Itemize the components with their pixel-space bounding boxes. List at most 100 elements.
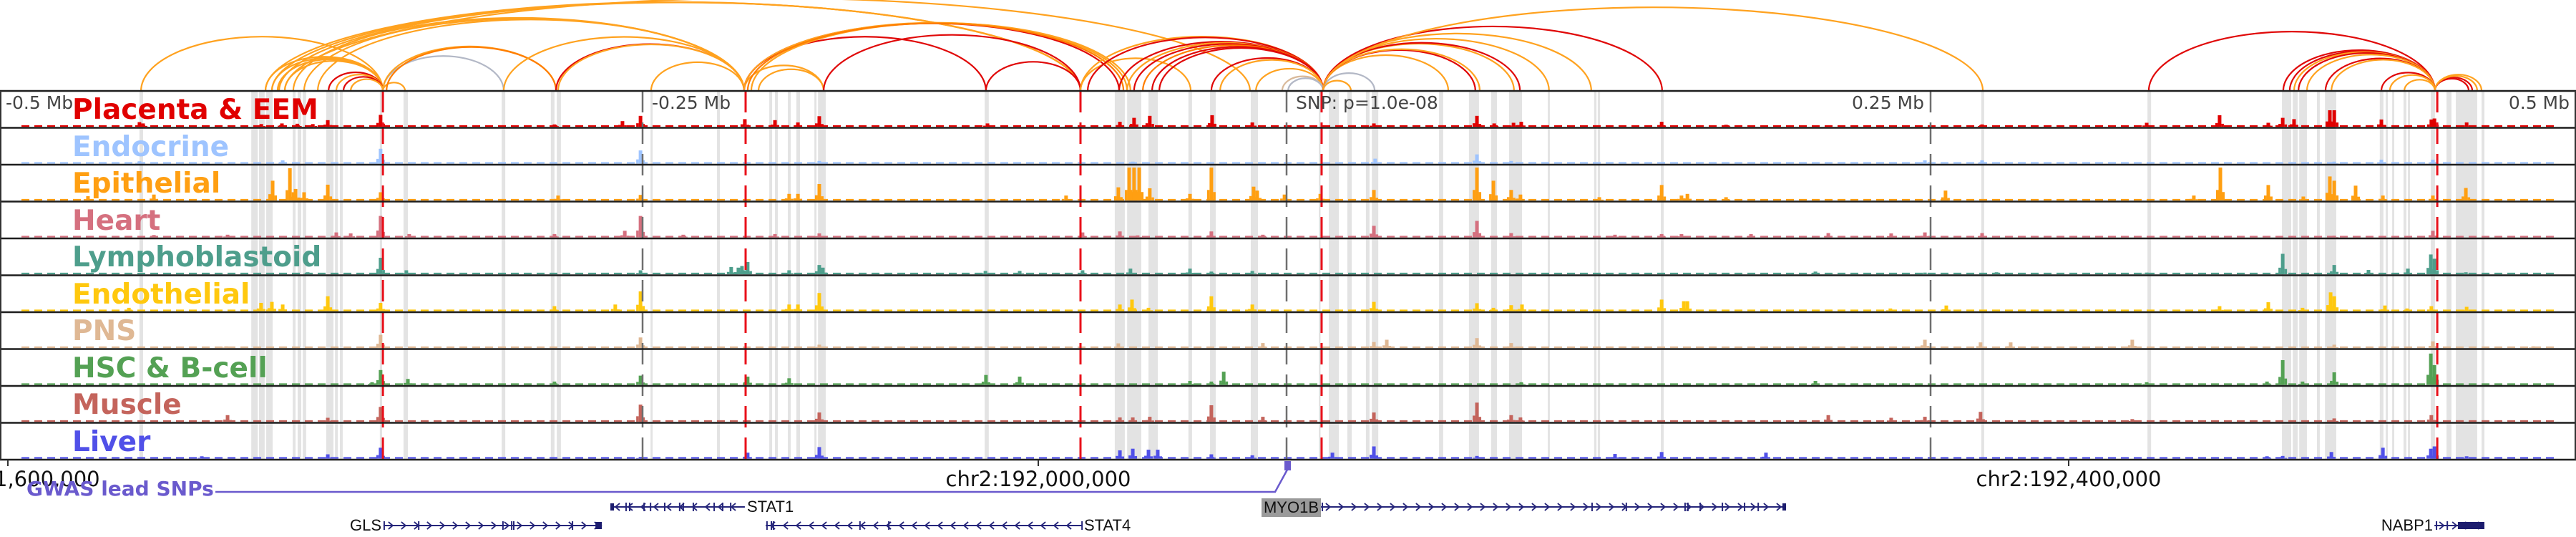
gene-label-nabp1[interactable]: NABP1 [2381, 516, 2433, 534]
signal-bar [2145, 272, 2149, 274]
signal-bar [1372, 190, 1376, 200]
gene-gls[interactable] [383, 521, 602, 530]
signal-bar [1889, 417, 1893, 422]
signal-bar [280, 123, 284, 127]
signal-bar [2301, 307, 2305, 311]
signal-bar-shoulder [2326, 193, 2328, 200]
signal-bar-shoulder [1120, 347, 1123, 348]
signal-bar-shoulder [733, 272, 737, 274]
interaction-arc [650, 61, 745, 91]
signal-bar [1475, 338, 1479, 348]
signal-bar-shoulder [2462, 125, 2465, 127]
signal-bar-shoulder [1473, 123, 1475, 127]
strand-forward-chevron-icon [1531, 503, 1538, 511]
strand-forward-chevron-icon [491, 521, 497, 530]
signal-bar-shoulder [1206, 306, 1210, 311]
signal-bar-shoulder [135, 125, 138, 127]
signal-bar [326, 454, 330, 459]
signal-bar-shoulder [2330, 121, 2333, 127]
signal-bar-shoulder [256, 308, 260, 311]
signal-bar [1261, 234, 1265, 238]
signal-bar-shoulder [1151, 124, 1154, 127]
signal-bar-shoulder [2433, 309, 2436, 311]
signal-bar [2464, 306, 2469, 311]
signal-bar-shoulder [618, 125, 621, 127]
signal-bar [379, 216, 383, 238]
signal-bar-shoulder [2336, 163, 2339, 164]
signal-bar-shoulder [2333, 457, 2336, 459]
signal-bar [2332, 372, 2336, 385]
signal-bar [817, 184, 821, 200]
signal-bar-shoulder [1150, 310, 1153, 311]
signal-bar-shoulder [1478, 124, 1482, 127]
signal-bar-shoulder [642, 160, 645, 164]
signal-bar-shoulder [642, 345, 645, 348]
interaction-arc [1255, 67, 1324, 91]
signal-bar-shoulder [1516, 420, 1519, 422]
signal-bar-shoulder [2296, 125, 2298, 127]
signal-bar-shoulder [1921, 420, 1923, 422]
signal-bar-shoulder [791, 309, 794, 311]
signal-bar-shoulder [297, 197, 301, 200]
signal-bar-shoulder [376, 417, 379, 422]
signal-bar [796, 193, 800, 200]
signal-bar [2405, 308, 2409, 311]
signal-bar-shoulder [329, 196, 333, 200]
signal-bar-shoulder [791, 198, 794, 200]
signal-bar-shoulder [223, 420, 226, 422]
strand-forward-chevron-icon [1467, 503, 1473, 511]
signal-bar [1813, 271, 1818, 274]
gene-stat4[interactable] [766, 521, 1083, 530]
signal-bar [1979, 342, 1983, 348]
signal-bar [2218, 306, 2222, 311]
signal-bar-shoulder [636, 159, 639, 164]
signal-bar [1685, 301, 1689, 311]
signal-bar-shoulder [299, 198, 303, 200]
signal-bar [2145, 382, 2149, 385]
signal-bar-shoulder [2336, 236, 2339, 238]
gene-stat1[interactable] [610, 503, 745, 511]
gene-label-stat1[interactable]: STAT1 [747, 498, 794, 516]
gene-nabp1[interactable] [2434, 521, 2484, 530]
signal-bar-shoulder [1280, 198, 1283, 200]
signal-bar-shoulder [1478, 345, 1482, 348]
signal-bar-shoulder [1128, 307, 1131, 311]
signal-bar [1148, 115, 1152, 127]
signal-bar [638, 291, 643, 311]
signal-bar [1511, 122, 1516, 127]
signal-bar [1749, 233, 1753, 238]
signal-bar [817, 116, 821, 127]
gwas-lead-snp-marker[interactable] [1284, 461, 1291, 469]
signal-bar [1980, 124, 1984, 127]
signal-bar [2464, 188, 2468, 200]
signal-bar [2266, 185, 2270, 200]
signal-bar-shoulder [2336, 382, 2339, 385]
signal-bar-shoulder [1523, 125, 1526, 127]
signal-bar [1132, 168, 1136, 200]
gene-myo1b[interactable] [1320, 503, 1787, 511]
signal-bar-shoulder [1489, 310, 1492, 311]
signal-bar [773, 120, 777, 127]
signal-bar-shoulder [1689, 308, 1692, 311]
signal-bar-shoulder [987, 382, 990, 385]
signal-bar-shoulder [1513, 309, 1516, 311]
signal-bar-shoulder [2426, 124, 2430, 127]
gene-label-myo1b[interactable]: MYO1B [1263, 498, 1319, 516]
interaction-arc [1322, 6, 1984, 91]
signal-bar-shoulder [331, 236, 335, 238]
gene-label-gls[interactable]: GLS [349, 516, 381, 534]
gene-label-highlight-myo1b[interactable]: MYO1B [1262, 498, 1321, 517]
signal-bar [2383, 305, 2387, 311]
signal-bar [1943, 190, 1948, 200]
signal-bar-shoulder [1151, 420, 1154, 422]
signal-bar-shoulder [743, 270, 746, 274]
signal-bar [2332, 180, 2336, 200]
signal-bar-shoulder [1084, 236, 1087, 238]
strand-reverse-chevron-icon [975, 521, 982, 530]
signal-bar-shoulder [2134, 421, 2137, 422]
position-tick-label: -0.5 Mb [6, 92, 74, 113]
strand-forward-chevron-icon [2439, 521, 2445, 530]
signal-bar-shoulder [1885, 310, 1889, 311]
gene-label-stat4[interactable]: STAT4 [1084, 516, 1131, 534]
strand-reverse-chevron-icon [847, 521, 853, 530]
